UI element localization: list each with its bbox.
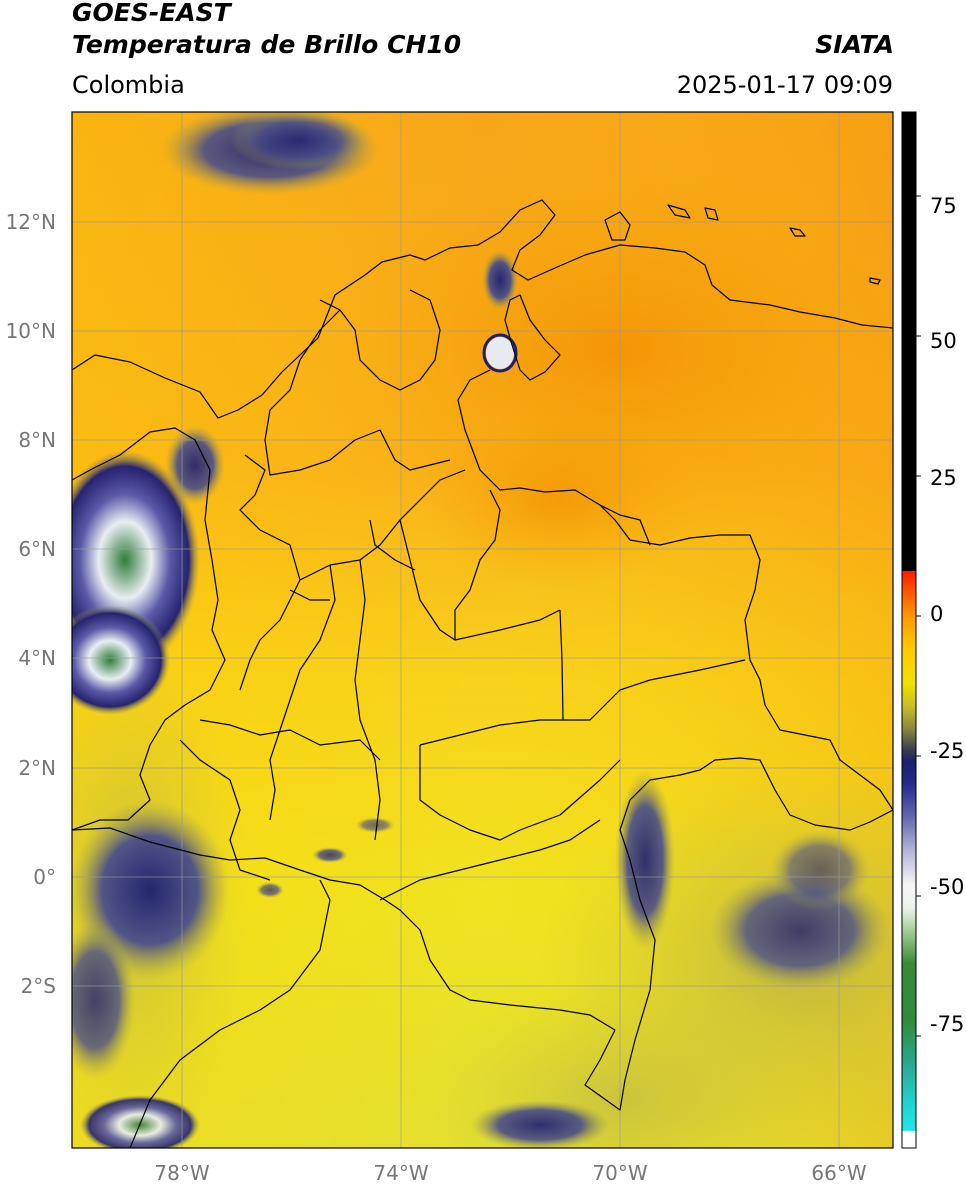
- dept-lines-18: [289, 589, 330, 601]
- lon-label-70w: 70°W: [592, 1161, 648, 1185]
- colorbar-label-neg25: -25: [930, 739, 965, 763]
- boundaries: [72, 199, 893, 1148]
- dept-lines-11: [319, 289, 441, 391]
- lon-label-66w: 66°W: [811, 1161, 867, 1185]
- dept-lines-10: [229, 779, 271, 881]
- dept-lines-7: [419, 719, 563, 746]
- lat-label-12n: 12°N: [5, 210, 56, 234]
- lat-label-2n: 2°N: [18, 756, 56, 780]
- peru-border-south: [129, 879, 331, 1148]
- lon-label-74w: 74°W: [373, 1161, 429, 1185]
- gulf-of-venezuela: [504, 294, 561, 381]
- source-label: SIATA: [815, 30, 894, 59]
- dept-lines-1: [239, 454, 301, 691]
- dept-lines-9: [199, 719, 381, 761]
- colorbar-frame: [901, 111, 917, 1149]
- lat-label-6n: 6°N: [18, 537, 56, 561]
- dept-lines-4: [354, 559, 381, 841]
- colorbar-label-0: 0: [930, 602, 944, 626]
- dept-lines-17: [379, 819, 601, 901]
- lat-label-4n: 4°N: [18, 646, 56, 670]
- product-title: Temperatura de Brillo CH10: [72, 30, 462, 59]
- colorbar-label-50: 50: [930, 329, 957, 353]
- lat-label-0: 0°: [33, 865, 56, 889]
- dept-lines-16: [369, 519, 416, 571]
- dept-lines-15: [599, 504, 651, 546]
- colorbar-gradient: [902, 112, 916, 1148]
- pacific-coastline: [72, 427, 226, 831]
- brazil-border: [584, 757, 893, 1111]
- datetime-label: 2025-01-17 09:09: [676, 71, 893, 99]
- colorbar: [902, 112, 916, 1148]
- lat-label-10n: 10°N: [5, 319, 56, 343]
- dept-lines-14: [454, 489, 501, 640]
- ecuador-border: [72, 827, 616, 1031]
- satellite-title: GOES-EAST: [72, 0, 231, 27]
- lon-label-78w: 78°W: [154, 1161, 210, 1185]
- dept-lines-13: [379, 429, 451, 471]
- lat-label-8n: 8°N: [18, 428, 56, 452]
- region-label: Colombia: [72, 71, 185, 99]
- dept-lines-6: [559, 609, 746, 721]
- venezuela-border: [457, 369, 893, 811]
- satellite-imagery: [72, 112, 893, 1148]
- dept-lines-12: [264, 309, 381, 476]
- caribbean-coastline: [72, 199, 893, 419]
- dept-lines-5: [399, 519, 561, 641]
- dept-lines-8: [419, 745, 621, 841]
- colorbar-label-25: 25: [930, 466, 957, 490]
- colorbar-label-neg75: -75: [930, 1012, 965, 1036]
- colorbar-label-75: 75: [930, 194, 957, 218]
- map-frame: [71, 111, 894, 1149]
- colorbar-label-neg50: -50: [930, 875, 965, 899]
- dept-lines-2: [299, 469, 466, 581]
- colorbar-ticks: [916, 195, 921, 1037]
- dept-lines-19: [179, 739, 231, 781]
- islands: [604, 204, 881, 285]
- lat-label-2s: 2°S: [20, 974, 56, 998]
- dept-lines-3: [269, 564, 336, 821]
